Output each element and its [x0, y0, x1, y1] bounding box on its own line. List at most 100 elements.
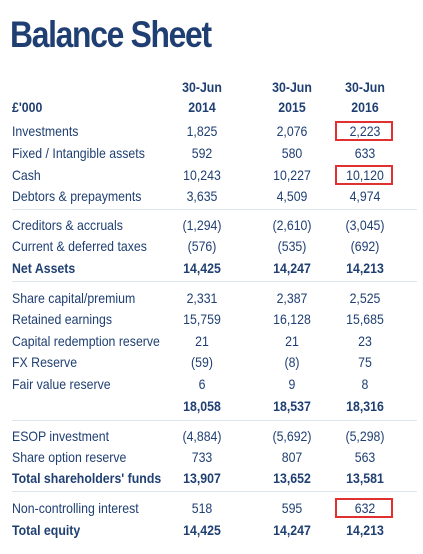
cell-value: 18,537: [273, 398, 311, 414]
cell-value: 14,247: [273, 522, 311, 538]
cell-value: 13,652: [273, 470, 311, 486]
row-label: Share capital/premium: [12, 290, 136, 306]
cell-value: 1,825: [186, 123, 218, 139]
cell-value: (8): [284, 354, 300, 370]
section-divider: [12, 491, 417, 492]
table-row: Retained earnings 15,759 16,128 15,685: [0, 309, 423, 329]
row-label: FX Reserve: [12, 354, 78, 370]
table-row: Current & deferred taxes (576) (535) (692): [0, 236, 423, 256]
row-label: Total shareholders' funds: [12, 470, 162, 486]
cell-value: 592: [191, 145, 213, 161]
table-row: Cash 10,243 10,227 10,120: [0, 165, 423, 185]
cell-value: 14,425: [183, 522, 221, 538]
cell-value: 6: [198, 376, 206, 392]
cell-value: (3,045): [345, 217, 385, 233]
col-header-month: 30-Jun: [272, 79, 312, 95]
cell-value: 21: [285, 333, 299, 349]
table-row: Share option reserve 733 807 563: [0, 447, 423, 467]
table-row: Share capital/premium 2,331 2,387 2,525: [0, 288, 423, 308]
cell-value: 15,759: [183, 311, 221, 327]
cell-value: 16,128: [273, 311, 311, 327]
cell-value: 595: [281, 500, 303, 516]
cell-value: (1,294): [182, 217, 222, 233]
row-label: Fair value reserve: [12, 376, 111, 392]
row-label: Total equity: [12, 522, 81, 538]
cell-value: 633: [354, 145, 376, 161]
cell-value: 733: [191, 449, 213, 465]
section-divider: [12, 209, 417, 210]
section-divider: [12, 420, 417, 421]
row-label: Retained earnings: [12, 311, 113, 327]
cell-value: 632: [354, 500, 376, 516]
row-label: ESOP investment: [12, 428, 110, 444]
cell-value: 14,213: [346, 522, 384, 538]
row-label: Creditors & accruals: [12, 217, 123, 233]
cell-value: 8: [361, 376, 369, 392]
cell-value: (2,610): [272, 217, 312, 233]
cell-value: 13,581: [346, 470, 384, 486]
row-label: Share option reserve: [12, 449, 127, 465]
table-row: Capital redemption reserve 21 21 23: [0, 331, 423, 351]
cell-value: (5,692): [272, 428, 312, 444]
cell-value: 10,227: [273, 167, 311, 183]
table-row: FX Reserve (59) (8) 75: [0, 352, 423, 372]
cell-value: 14,213: [346, 260, 384, 276]
cell-value: (59): [191, 354, 213, 370]
cell-value: 563: [354, 449, 376, 465]
table-row: Investments 1,825 2,076 2,223: [0, 121, 423, 141]
table-row: Total equity 14,425 14,247 14,213: [0, 520, 423, 540]
table-row: Total shareholders' funds 13,907 13,652 13,…: [0, 468, 423, 488]
col-header-year: 2015: [278, 99, 306, 115]
cell-value: 75: [358, 354, 372, 370]
cell-value: 13,907: [183, 470, 221, 486]
cell-value: 518: [191, 500, 213, 516]
cell-value: 18,316: [346, 398, 384, 414]
cell-value: 4,509: [276, 188, 308, 204]
col-header-month: 30-Jun: [182, 79, 222, 95]
cell-value: 2,331: [186, 290, 218, 306]
cell-value: 4,974: [349, 188, 381, 204]
cell-value: 2,525: [349, 290, 381, 306]
row-label: Fixed / Intangible assets: [12, 145, 145, 161]
row-label: Debtors & prepayments: [12, 188, 142, 204]
cell-value: 9: [288, 376, 296, 392]
cell-value: (576): [187, 238, 217, 254]
cell-value: 14,247: [273, 260, 311, 276]
highlight-box: [335, 121, 393, 141]
table-row: Fair value reserve 6 9 8: [0, 374, 423, 394]
page-title: Balance Sheet: [10, 14, 212, 55]
cell-value: 10,243: [183, 167, 221, 183]
table-row: Net Assets 14,425 14,247 14,213: [0, 258, 423, 278]
cell-value: 2,387: [276, 290, 308, 306]
row-label: Capital redemption reserve: [12, 333, 160, 349]
cell-value: 2,076: [276, 123, 308, 139]
row-label: Net Assets: [12, 260, 76, 276]
cell-value: 15,685: [346, 311, 384, 327]
row-label: Current & deferred taxes: [12, 238, 147, 254]
highlight-box: [335, 498, 393, 518]
table-row: Creditors & accruals (1,294) (2,610) (3,045…: [0, 215, 423, 235]
cell-value: 10,120: [346, 167, 384, 183]
row-label: Cash: [12, 167, 41, 183]
col-header-month: 30-Jun: [345, 79, 385, 95]
table-row: ESOP investment (4,884) (5,692) (5,298): [0, 426, 423, 446]
row-label: Non-controlling interest: [12, 500, 139, 516]
cell-value: 23: [358, 333, 372, 349]
cell-value: 14,425: [183, 260, 221, 276]
cell-value: (535): [277, 238, 307, 254]
row-label: Investments: [12, 123, 79, 139]
cell-value: (692): [350, 238, 380, 254]
cell-value: 3,635: [186, 188, 218, 204]
table-row: Non-controlling interest 518 595 632: [0, 498, 423, 518]
highlight-box: [335, 165, 393, 185]
table-row: Fixed / Intangible assets 592 580 633: [0, 143, 423, 163]
section-divider: [12, 281, 417, 282]
cell-value: (4,884): [182, 428, 222, 444]
cell-value: 807: [281, 449, 303, 465]
col-header-year: 2014: [188, 99, 216, 115]
cell-value: (5,298): [345, 428, 385, 444]
cell-value: 18,058: [183, 398, 221, 414]
cell-value: 580: [281, 145, 303, 161]
unit-label: £'000: [12, 99, 43, 115]
col-header-year: 2016: [351, 99, 379, 115]
